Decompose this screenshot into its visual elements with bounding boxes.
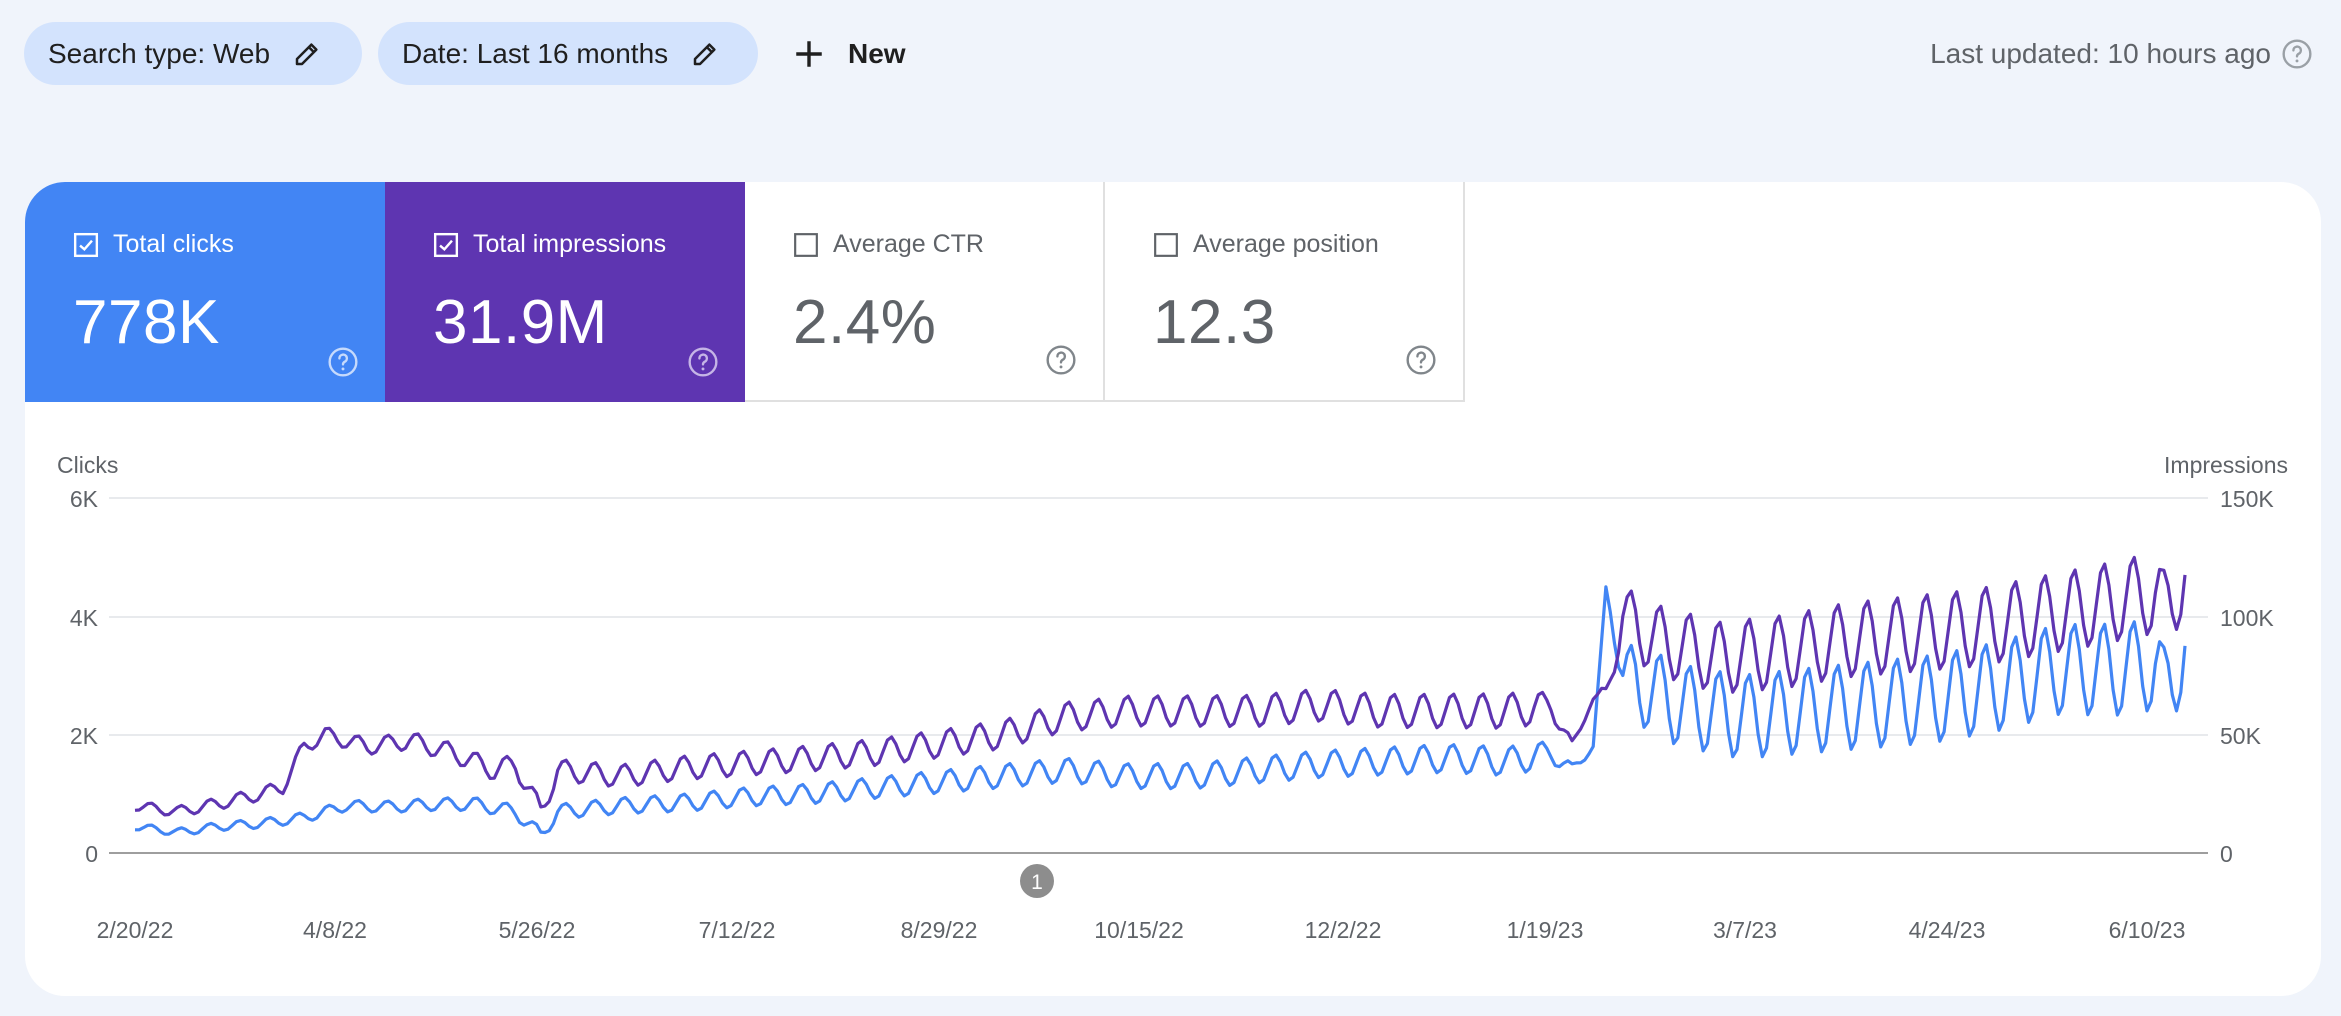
new-filter-button[interactable]: New: [792, 22, 906, 85]
x-tick: 2/20/22: [97, 917, 174, 943]
series-line-clicks: [135, 585, 2187, 836]
metric-card-average-position[interactable]: Average position 12.3: [1105, 182, 1465, 402]
date-filter-chip[interactable]: Date: Last 16 months: [378, 22, 758, 85]
performance-card: Total clicks 778K Total impressions 31.9…: [25, 182, 2321, 996]
metric-label: Total clicks: [113, 230, 234, 258]
help-icon[interactable]: [687, 346, 719, 378]
y-left-ticks: 6K 4K 2K 0: [70, 486, 99, 867]
y-left-tick: 0: [85, 841, 98, 867]
y-right-tick: 150K: [2220, 486, 2274, 512]
x-tick: 12/2/22: [1305, 917, 1382, 943]
y-left-tick: 4K: [70, 605, 99, 631]
metric-card-average-ctr[interactable]: Average CTR 2.4%: [745, 182, 1105, 402]
annotation-marker-circle[interactable]: [1020, 864, 1054, 898]
last-updated-status: Last updated: 10 hours ago: [1930, 22, 2313, 85]
metric-card-total-clicks[interactable]: Total clicks 778K: [25, 182, 385, 402]
x-tick: 7/12/22: [699, 917, 776, 943]
help-icon[interactable]: [1045, 344, 1077, 376]
x-tick: 4/8/22: [303, 917, 367, 943]
checkbox-unchecked-icon[interactable]: [793, 232, 819, 258]
chart-gridlines: [109, 497, 2208, 854]
help-icon[interactable]: [2281, 38, 2313, 70]
checkbox-unchecked-icon[interactable]: [1153, 232, 1179, 258]
metric-label: Average position: [1193, 230, 1379, 258]
x-tick: 8/29/22: [901, 917, 978, 943]
checkbox-checked-icon[interactable]: [433, 232, 459, 258]
metric-value: 2.4%: [793, 288, 937, 357]
x-tick: 10/15/22: [1094, 917, 1184, 943]
edit-pencil-icon[interactable]: [292, 39, 322, 69]
metric-label: Total impressions: [473, 230, 667, 258]
y-left-axis-label: Clicks: [57, 452, 118, 478]
y-left-tick: 6K: [70, 486, 99, 512]
new-filter-label: New: [848, 37, 906, 69]
last-updated-text: Last updated: 10 hours ago: [1930, 37, 2271, 69]
x-tick: 4/24/23: [1909, 917, 1986, 943]
search-type-filter-label: Search type: Web: [48, 37, 271, 69]
series-line-impressions: [134, 555, 2187, 817]
edit-pencil-icon[interactable]: [690, 39, 720, 69]
metric-card-total-impressions[interactable]: Total impressions 31.9M: [385, 182, 745, 402]
y-right-tick: 0: [2220, 841, 2233, 867]
x-tick: 3/7/23: [1713, 917, 1777, 943]
annotation-marker[interactable]: 1: [1020, 864, 1054, 898]
annotation-marker-label: 1: [1031, 871, 1043, 894]
plus-icon: [796, 40, 822, 67]
performance-chart: Clicks Impressions 6K 4K 2K 0 150K 100K …: [57, 452, 2288, 943]
search-type-filter-chip[interactable]: Search type: Web: [24, 22, 362, 85]
y-right-axis-label: Impressions: [2164, 452, 2288, 478]
x-tick: 6/10/23: [2109, 917, 2186, 943]
y-left-tick: 2K: [70, 723, 99, 749]
help-icon[interactable]: [1405, 344, 1437, 376]
y-right-tick: 50K: [2220, 723, 2262, 749]
checkbox-checked-icon[interactable]: [73, 232, 99, 258]
metric-value: 31.9M: [433, 288, 608, 357]
chart-series: [134, 555, 2187, 836]
x-axis-ticks: 2/20/22 4/8/22 5/26/22 7/12/22 8/29/22 1…: [97, 917, 2186, 943]
x-tick: 1/19/23: [1507, 917, 1584, 943]
help-icon[interactable]: [327, 346, 359, 378]
y-right-ticks: 150K 100K 50K 0: [2220, 486, 2274, 867]
date-filter-label: Date: Last 16 months: [402, 37, 669, 69]
metric-value: 12.3: [1153, 288, 1276, 357]
metric-label: Average CTR: [833, 230, 984, 258]
x-tick: 5/26/22: [499, 917, 576, 943]
y-right-tick: 100K: [2220, 605, 2274, 631]
metric-value: 778K: [73, 288, 220, 357]
